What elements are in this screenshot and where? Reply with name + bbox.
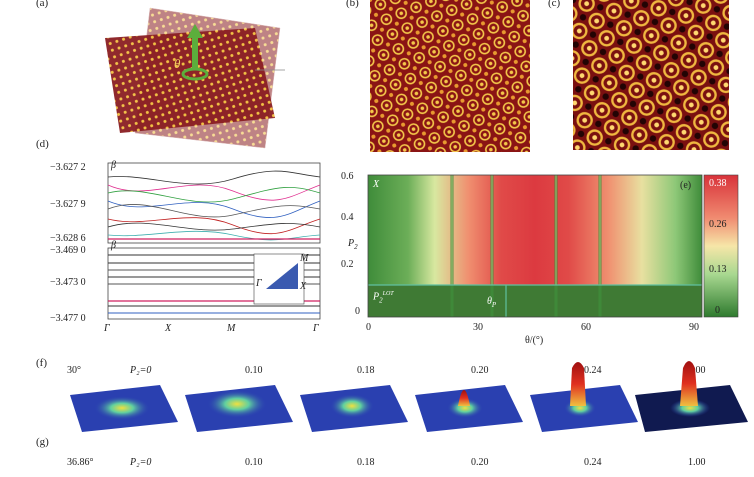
e-x-tick: 60	[581, 322, 591, 333]
colorbar-tick: 0.38	[709, 178, 727, 189]
theta-symbol: θ	[174, 56, 181, 71]
beta-label-bottom: β	[111, 240, 116, 251]
d-x-tick: M	[227, 323, 236, 334]
e-theta-p-label: θP	[487, 296, 497, 309]
d-x-tick: Γ	[104, 323, 110, 334]
panel-label-e: (e)	[680, 180, 692, 191]
f-label: 0.24	[584, 365, 602, 376]
d-y-tick: −3.627 9	[50, 199, 86, 210]
f-label: 1.00	[688, 365, 706, 376]
g-label: 0.10	[245, 457, 263, 468]
f-angle: 30°	[67, 365, 81, 376]
colorbar-tick: 0.26	[709, 219, 727, 230]
f-label: 0.10	[245, 365, 263, 376]
d-y-tick: −3.628 6	[50, 233, 86, 244]
panel-label-g: (g)	[36, 436, 49, 448]
g-label: 0.18	[357, 457, 375, 468]
panel-label-a: (a)	[36, 0, 49, 9]
f-label: P₂=0	[130, 365, 152, 376]
e-ylabel: P2	[348, 238, 358, 251]
panel-e-heatmap	[367, 174, 703, 318]
panel-label-d: (d)	[36, 138, 49, 150]
panel-a-bilayer	[105, 7, 285, 149]
d-x-tick: Γ	[313, 323, 319, 334]
panel-b-lattice	[370, 0, 530, 152]
beta-label-top: β	[111, 160, 116, 171]
e-xlabel: θ/(°)	[525, 335, 544, 346]
e-p-threshold-label: P2LOT	[373, 291, 394, 305]
inset-x-label: X	[300, 281, 307, 292]
panel-e-colorbar	[703, 174, 739, 318]
colorbar-tick: 0	[715, 305, 720, 316]
panel-label-f: (f)	[36, 357, 47, 369]
d-y-tick: −3.469 0	[50, 245, 86, 256]
e-x-tick: 30	[473, 322, 483, 333]
e-y-tick: 0.2	[341, 259, 354, 270]
panel-d-band-chart	[107, 162, 321, 320]
inset-gamma-label: Γ	[256, 278, 262, 289]
g-label: 1.00	[688, 457, 706, 468]
panel-c-lattice	[573, 0, 729, 150]
e-y-tick: 0.6	[341, 171, 354, 182]
g-label: P₂=0	[130, 457, 152, 468]
d-x-tick: X	[165, 323, 172, 334]
panel-f-surfaces	[70, 361, 748, 432]
panel-label-c: (c)	[548, 0, 561, 9]
d-y-tick: −3.477 0	[50, 313, 86, 324]
e-y-tick: 0.4	[341, 212, 354, 223]
g-label: 0.20	[471, 457, 489, 468]
g-angle: 36.86°	[67, 457, 94, 468]
e-y-tick: 0	[355, 306, 360, 317]
e-x-tick: 90	[689, 322, 699, 333]
f-label: 0.20	[471, 365, 489, 376]
d-y-tick: −3.473 0	[50, 277, 86, 288]
g-label: 0.24	[584, 457, 602, 468]
e-x-marker: X	[373, 179, 380, 190]
inset-m-label: M	[300, 253, 309, 264]
panel-label-b: (b)	[346, 0, 359, 9]
d-y-tick: −3.627 2	[50, 162, 86, 173]
e-x-tick: 0	[366, 322, 371, 333]
f-label: 0.18	[357, 365, 375, 376]
colorbar-tick: 0.13	[709, 264, 727, 275]
